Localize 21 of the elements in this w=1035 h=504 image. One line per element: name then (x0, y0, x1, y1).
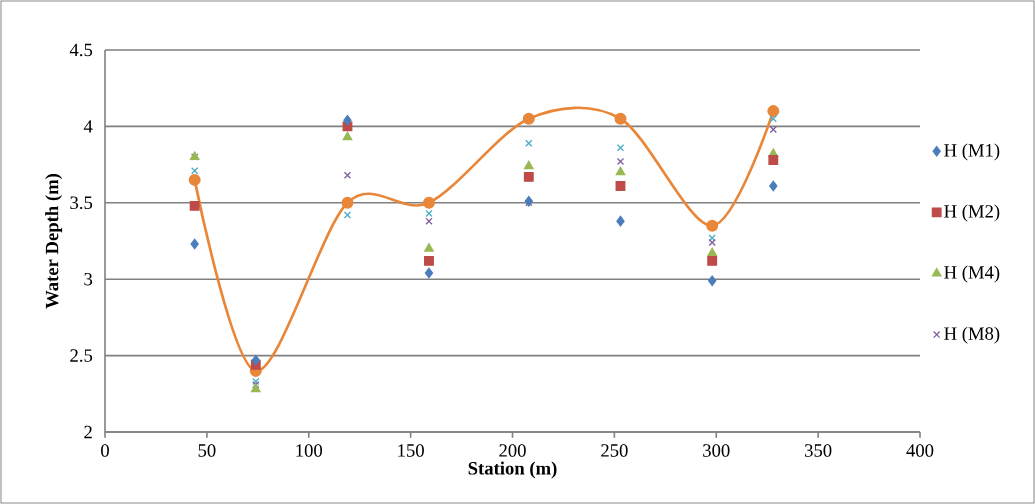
x-tick-label: 200 (499, 444, 526, 457)
x-tick-label: 250 (601, 444, 628, 457)
x-axis-title: Station (m) (468, 461, 557, 479)
y-tick-label: 4 (83, 120, 93, 133)
y-tick-label: 2 (84, 425, 92, 439)
legend-label: H (M4) (944, 265, 1000, 283)
legend-label: H (M8) (944, 326, 1000, 344)
y-axis-title: Water Depth (m) (45, 173, 63, 309)
x-tick-label: 100 (296, 444, 323, 457)
x-tick-label: 50 (198, 444, 216, 457)
x-tick-label: 300 (703, 444, 730, 457)
x-tick-label: 0 (101, 444, 109, 457)
x-tick-label: 150 (398, 444, 424, 457)
legend-label: H (M2) (944, 204, 1000, 222)
y-tick-label: 4.5 (69, 43, 93, 57)
x-tick-label: 400 (906, 444, 934, 457)
y-tick-label: 2.5 (70, 349, 93, 362)
y-tick-label: 3 (84, 272, 93, 286)
y-tick-label: 3.5 (70, 196, 93, 210)
x-tick-label: 350 (805, 444, 832, 457)
legend-label: H (M1) (944, 143, 1000, 161)
